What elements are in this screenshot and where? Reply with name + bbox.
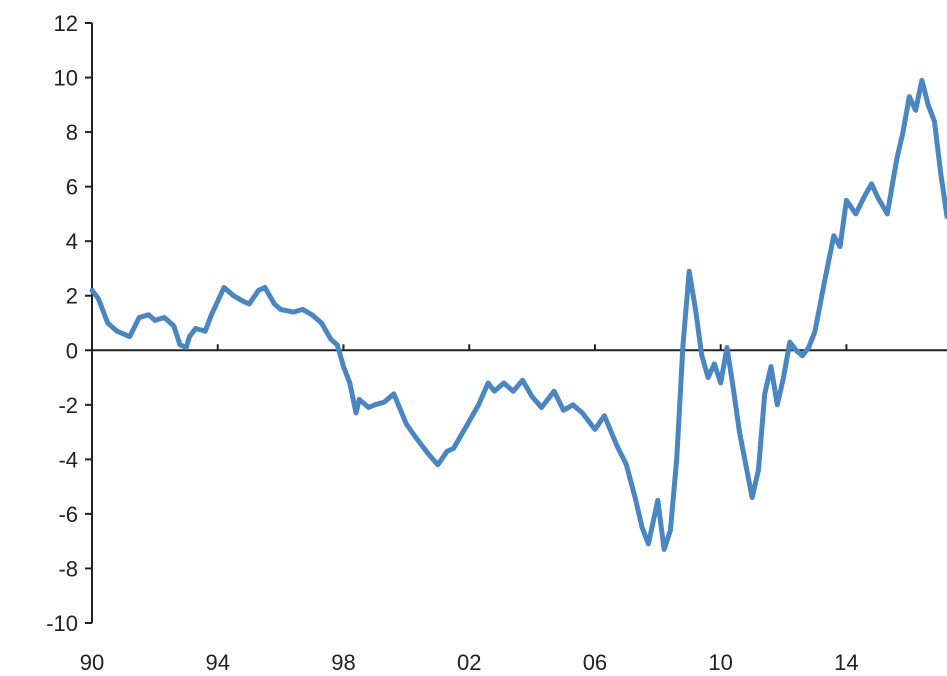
y-tick-label: -6 xyxy=(58,502,78,527)
y-tick-label: 0 xyxy=(66,338,78,363)
x-tick-label: 14 xyxy=(834,650,858,675)
y-tick-label: 10 xyxy=(54,66,78,91)
x-axis-ticks: 90 94 98 02 06 10 14 xyxy=(80,344,859,675)
y-tick-label: 8 xyxy=(66,120,78,145)
y-tick-label: -8 xyxy=(58,556,78,581)
y-tick-label: -10 xyxy=(46,611,78,636)
x-tick-label: 94 xyxy=(205,650,229,675)
y-tick-label: -4 xyxy=(58,447,78,472)
y-tick-label: 4 xyxy=(66,229,78,254)
series-line xyxy=(89,77,947,552)
x-tick-label: 98 xyxy=(331,650,355,675)
y-tick-label: -2 xyxy=(58,393,78,418)
y-tick-label: 6 xyxy=(66,175,78,200)
y-axis-ticks: -10 -8 -6 -4 -2 0 2 4 6 8 10 12 xyxy=(46,11,92,636)
y-tick-label: 2 xyxy=(66,284,78,309)
x-tick-label: 10 xyxy=(708,650,732,675)
x-tick-label: 02 xyxy=(457,650,481,675)
y-tick-label: 12 xyxy=(54,11,78,36)
x-tick-label: 90 xyxy=(80,650,104,675)
x-tick-label: 06 xyxy=(583,650,607,675)
